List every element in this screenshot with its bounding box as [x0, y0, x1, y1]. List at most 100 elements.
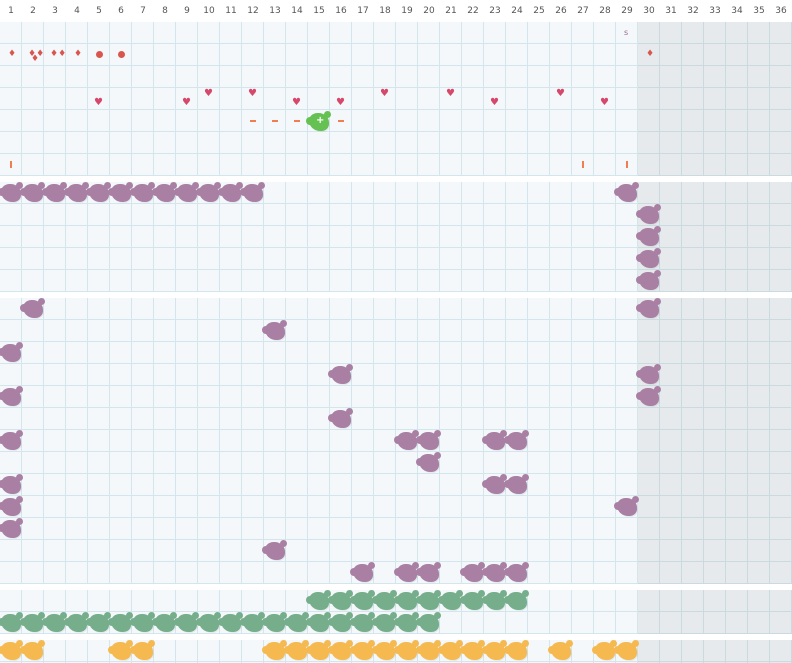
heart-icon[interactable]: ♥: [336, 97, 345, 108]
purple-entry[interactable]: [64, 182, 89, 202]
yellow-entry[interactable]: [614, 640, 639, 660]
green-entry[interactable]: [64, 612, 89, 632]
purple-entry[interactable]: [262, 320, 287, 340]
purple-entry[interactable]: [20, 182, 45, 202]
purple-entry[interactable]: [394, 430, 419, 450]
yellow-entry[interactable]: [394, 640, 419, 660]
yellow-entry[interactable]: [438, 640, 463, 660]
heart-icon[interactable]: ♥: [94, 97, 103, 108]
yellow-entry[interactable]: [130, 640, 155, 660]
green-entry[interactable]: [262, 612, 287, 632]
purple-entry[interactable]: [0, 518, 23, 538]
yellow-entry[interactable]: [20, 640, 45, 660]
purple-entry[interactable]: [482, 562, 507, 582]
green-entry[interactable]: [438, 590, 463, 610]
selected-day-marker[interactable]: +: [306, 111, 331, 131]
heart-icon[interactable]: ♥: [380, 88, 389, 99]
green-entry[interactable]: [196, 612, 221, 632]
dash-mark-icon[interactable]: [294, 120, 300, 122]
green-entry[interactable]: [130, 612, 155, 632]
purple-entry[interactable]: [0, 430, 23, 450]
green-entry[interactable]: [328, 590, 353, 610]
purple-entry[interactable]: [636, 386, 661, 406]
green-entry[interactable]: [86, 612, 111, 632]
green-entry[interactable]: [328, 612, 353, 632]
drop-icon[interactable]: ♦: [8, 49, 17, 59]
green-entry[interactable]: [284, 612, 309, 632]
green-entry[interactable]: [42, 612, 67, 632]
purple-entry[interactable]: [0, 342, 23, 362]
purple-entry[interactable]: [0, 182, 23, 202]
purple-entry[interactable]: [416, 430, 441, 450]
green-entry[interactable]: [20, 612, 45, 632]
purple-entry[interactable]: [416, 562, 441, 582]
green-entry[interactable]: [0, 612, 23, 632]
purple-entry[interactable]: [152, 182, 177, 202]
drops-cluster-icon[interactable]: ♦♦: [28, 49, 45, 59]
purple-entry[interactable]: [240, 182, 265, 202]
double-drop-icon[interactable]: ♦♦: [50, 49, 67, 59]
green-entry[interactable]: [350, 590, 375, 610]
purple-entry[interactable]: [482, 474, 507, 494]
yellow-entry[interactable]: [372, 640, 397, 660]
purple-entry[interactable]: [0, 496, 23, 516]
green-entry[interactable]: [460, 590, 485, 610]
purple-entry[interactable]: [42, 182, 67, 202]
purple-entry[interactable]: [636, 226, 661, 246]
yellow-entry[interactable]: [262, 640, 287, 660]
drop-icon[interactable]: ♦: [74, 49, 83, 59]
purple-entry[interactable]: [636, 270, 661, 290]
green-entry[interactable]: [394, 612, 419, 632]
green-entry[interactable]: [416, 612, 441, 632]
green-entry[interactable]: [306, 590, 331, 610]
heart-icon[interactable]: ♥: [446, 88, 455, 99]
green-entry[interactable]: [218, 612, 243, 632]
yellow-entry[interactable]: [328, 640, 353, 660]
purple-entry[interactable]: [20, 298, 45, 318]
yellow-entry[interactable]: [0, 640, 23, 660]
purple-entry[interactable]: [504, 474, 529, 494]
circle-dot-icon[interactable]: [96, 51, 103, 58]
green-entry[interactable]: [394, 590, 419, 610]
bar-mark-icon[interactable]: [582, 161, 584, 168]
yellow-entry[interactable]: [548, 640, 573, 660]
green-entry[interactable]: [350, 612, 375, 632]
green-entry[interactable]: [416, 590, 441, 610]
purple-entry[interactable]: [394, 562, 419, 582]
green-entry[interactable]: [240, 612, 265, 632]
yellow-entry[interactable]: [306, 640, 331, 660]
purple-entry[interactable]: [218, 182, 243, 202]
yellow-entry[interactable]: [504, 640, 529, 660]
heart-icon[interactable]: ♥: [556, 88, 565, 99]
heart-icon[interactable]: ♥: [600, 97, 609, 108]
purple-entry[interactable]: [636, 204, 661, 224]
yellow-entry[interactable]: [416, 640, 441, 660]
green-entry[interactable]: [372, 590, 397, 610]
purple-entry[interactable]: [504, 430, 529, 450]
heart-icon[interactable]: ♥: [182, 97, 191, 108]
purple-entry[interactable]: [614, 496, 639, 516]
purple-entry[interactable]: [636, 298, 661, 318]
yellow-entry[interactable]: [460, 640, 485, 660]
purple-entry[interactable]: [636, 364, 661, 384]
purple-entry[interactable]: [350, 562, 375, 582]
yellow-entry[interactable]: [592, 640, 617, 660]
purple-entry[interactable]: [636, 248, 661, 268]
green-entry[interactable]: [372, 612, 397, 632]
purple-entry[interactable]: [262, 540, 287, 560]
circle-dot-icon[interactable]: [118, 51, 125, 58]
yellow-entry[interactable]: [482, 640, 507, 660]
heart-icon[interactable]: ♥: [248, 88, 257, 99]
purple-entry[interactable]: [130, 182, 155, 202]
purple-entry[interactable]: [416, 452, 441, 472]
dash-mark-icon[interactable]: [272, 120, 278, 122]
bar-mark-icon[interactable]: [626, 161, 628, 168]
purple-entry[interactable]: [504, 562, 529, 582]
green-entry[interactable]: [152, 612, 177, 632]
dash-mark-icon[interactable]: [338, 120, 344, 122]
heart-icon[interactable]: ♥: [490, 97, 499, 108]
purple-entry[interactable]: [328, 408, 353, 428]
purple-entry[interactable]: [108, 182, 133, 202]
heart-icon[interactable]: ♥: [292, 97, 301, 108]
green-entry[interactable]: [482, 590, 507, 610]
